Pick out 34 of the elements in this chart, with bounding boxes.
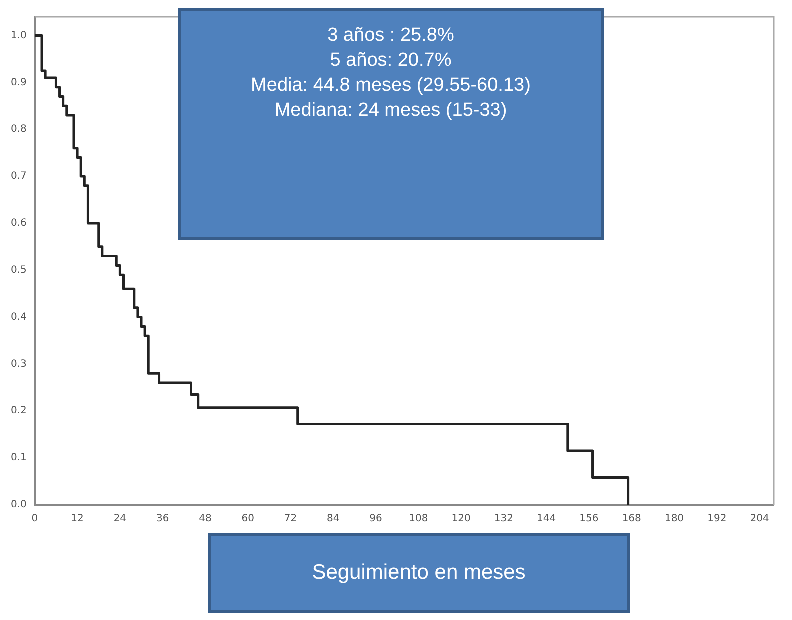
x-tick-label: 108 <box>409 514 428 525</box>
y-tick-label: 0.1 <box>10 452 27 464</box>
annotation: Media: 44.8 meses (29.55-60.13) <box>250 74 532 98</box>
annotation: Mediana: 24 meses (15-33) <box>274 99 508 123</box>
y-tick-label: 0.3 <box>10 358 27 370</box>
x-tick-label: 120 <box>452 514 471 525</box>
x-tick-label: 132 <box>494 514 514 525</box>
x-tick-label: 156 <box>580 514 599 525</box>
x-tick-label: 12 <box>71 514 84 525</box>
y-tick-label: 1.0 <box>10 30 27 42</box>
x-tick-label: 48 <box>199 514 212 525</box>
x-tick-label: 192 <box>708 514 727 525</box>
x-tick-label: 144 <box>537 514 556 525</box>
y-tick-label: 0.2 <box>10 406 27 417</box>
x-tick-label: 180 <box>664 514 684 525</box>
y-tick-label: 0.8 <box>10 124 27 136</box>
x-tick-label: 72 <box>284 514 298 525</box>
x-tick-label: 96 <box>370 514 382 525</box>
x-tick-label: 168 <box>622 514 642 525</box>
annotation: 3 años : 25.8% <box>326 24 456 48</box>
x-tick-label: 84 <box>327 514 340 525</box>
x-tick-label: 0 <box>32 514 38 525</box>
y-tick-label: 0.7 <box>10 171 27 182</box>
label-box: Seguimiento en meses <box>208 533 630 613</box>
x-tick-label: 24 <box>114 514 127 525</box>
y-tick-label: 0.6 <box>10 218 27 230</box>
y-tick-label: 0.5 <box>10 264 27 276</box>
annotation: 5 años: 20.7% <box>329 49 453 73</box>
y-tick-label: 0.4 <box>10 312 27 323</box>
x-tick-label: 204 <box>750 514 770 525</box>
x-tick-label: 36 <box>156 514 170 525</box>
x-tick-label: 60 <box>242 514 254 525</box>
y-tick-label: 0.9 <box>10 77 27 88</box>
y-tick-label: 0.0 <box>10 500 27 511</box>
